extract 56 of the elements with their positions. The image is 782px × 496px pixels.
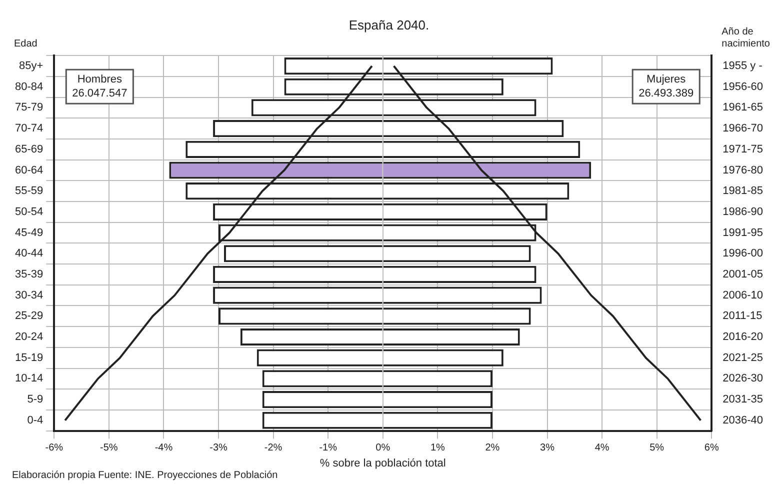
y2-tick-label: 2006-10 — [722, 289, 764, 302]
x-tick-label: 4% — [594, 442, 610, 454]
y2-tick-label: 1966-70 — [722, 122, 764, 135]
x-tick-label: -3% — [210, 442, 228, 454]
y2-tick-label: 2021-25 — [722, 352, 764, 364]
x-axis-title: % sobre la población total — [320, 457, 446, 470]
y2-tick-label: 1955 y - — [722, 60, 763, 72]
x-tick-label: 2% — [485, 442, 500, 454]
y2-axis-title: Año de nacimiento — [722, 26, 770, 50]
y2-tick-label: 1996-00 — [722, 248, 764, 260]
y-tick-label: 15-19 — [14, 352, 44, 364]
y2-tick-label: 1956-60 — [722, 80, 764, 93]
y-tick-label: 0-4 — [27, 414, 44, 426]
x-tick-label: -2% — [264, 442, 282, 454]
y-tick-label: 55-59 — [14, 185, 44, 198]
x-tick-label: 6% — [704, 442, 719, 454]
text: Elaboración propia Fuente: INE. Proyecciones de Población — [12, 470, 279, 481]
x-tick-label: -4% — [154, 442, 173, 454]
y-axis-title: Edad — [14, 38, 38, 50]
y2-tick-label: 1981-85 — [722, 185, 764, 198]
annotation: Mujeres 26.493.389 — [638, 74, 694, 100]
y2-tick-label: 2016-20 — [722, 331, 764, 344]
x-tick-label: -6% — [45, 442, 64, 454]
x-tick-label: 3% — [540, 442, 555, 454]
y2-tick-label: 2031-35 — [722, 394, 764, 406]
y2-tick-label: 2001-05 — [722, 268, 764, 280]
y-tick-label: 70-74 — [14, 122, 44, 135]
y-tick-label: 85y+ — [18, 60, 44, 72]
y2-tick-label: 1961-65 — [722, 102, 764, 114]
y2-tick-label: 1976-80 — [722, 164, 764, 176]
x-tick-label: -1% — [319, 442, 338, 454]
annotation: Hombres 26.047.547 — [72, 74, 128, 100]
y2-tick-label: 2036-40 — [722, 414, 764, 426]
y-tick-label: 35-39 — [14, 268, 44, 280]
x-tick-label: -5% — [100, 442, 118, 454]
y-tick-label: 30-34 — [14, 289, 44, 302]
y-tick-label: 45-49 — [14, 226, 44, 239]
x-tick-label: 0% — [376, 442, 390, 454]
y-tick-label: 10-14 — [14, 372, 44, 385]
x-tick-label: 1% — [430, 442, 446, 454]
y-tick-label: 65-69 — [14, 143, 44, 156]
y-tick-label: 20-24 — [14, 331, 44, 344]
y2-tick-label: 1986-90 — [722, 206, 764, 218]
y2-tick-label: 2026-30 — [722, 372, 764, 385]
y-tick-label: 40-44 — [14, 248, 44, 260]
y2-tick-label: 1991-95 — [722, 226, 764, 239]
y-tick-label: 5-9 — [27, 394, 44, 406]
y-tick-label: 60-64 — [14, 164, 44, 176]
x-tick-label: 5% — [650, 442, 664, 454]
y-tick-label: 75-79 — [14, 102, 44, 114]
y-tick-label: 25-29 — [14, 310, 44, 322]
chart-title: España 2040. — [348, 17, 430, 32]
y2-tick-label: 2011-15 — [722, 310, 762, 322]
y2-tick-label: 1971-75 — [722, 143, 764, 156]
y-tick-label: 50-54 — [14, 206, 44, 218]
y-tick-label: 80-84 — [14, 80, 44, 93]
